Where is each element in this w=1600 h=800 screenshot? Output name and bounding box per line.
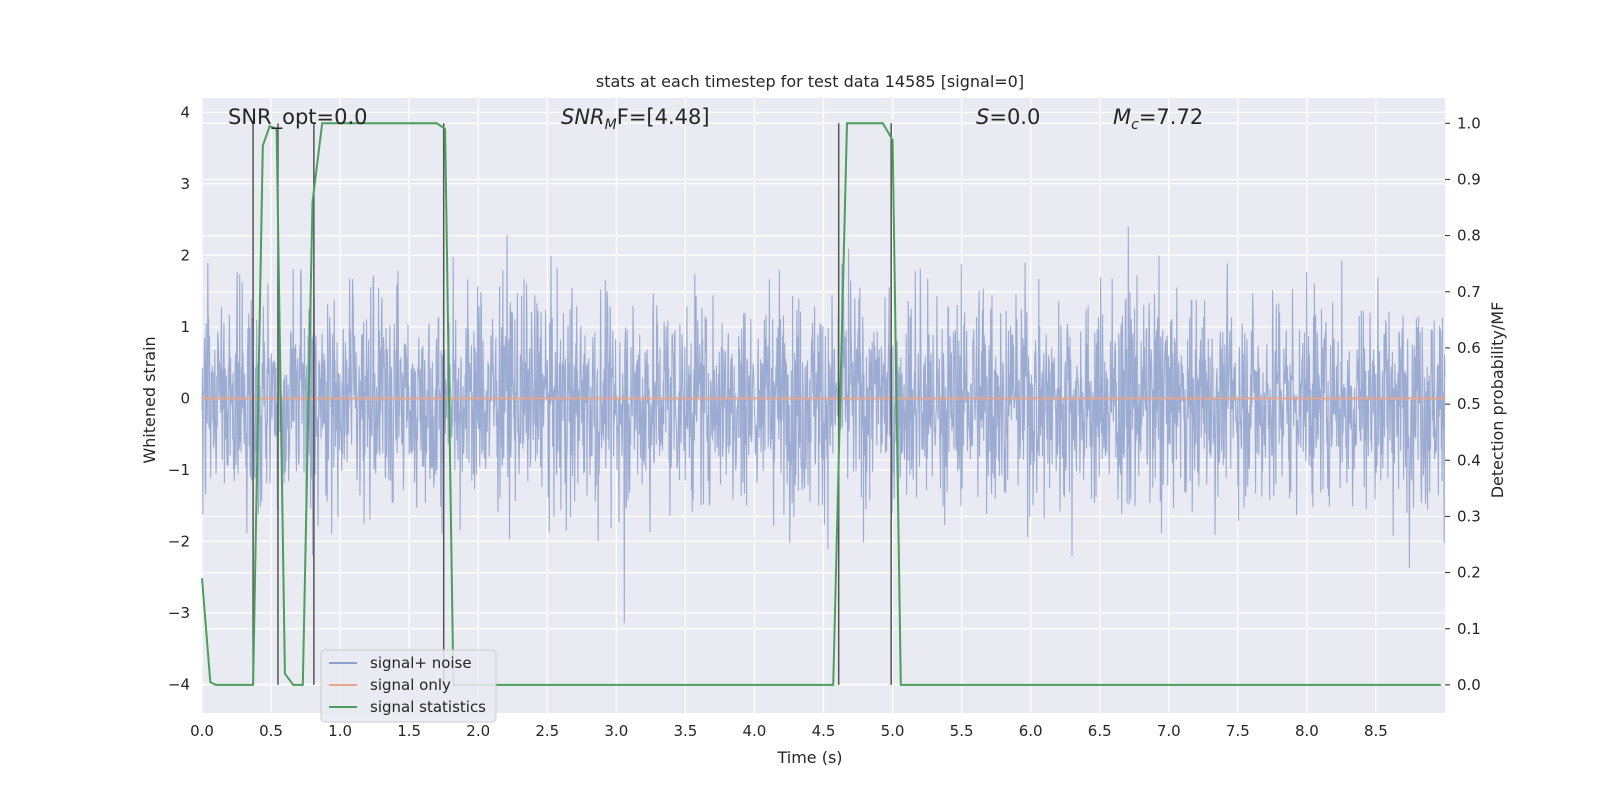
- x-tick-label: 3.0: [604, 722, 628, 740]
- y-right-tick-label: 1.0: [1457, 114, 1481, 132]
- annotation-s-rest: =0.0: [989, 105, 1040, 129]
- annotation-snr-mf: SNRMF=[4.48]: [561, 105, 710, 133]
- x-tick-label: 1.0: [328, 722, 352, 740]
- x-tick-label: 2.0: [466, 722, 490, 740]
- noise-line: [201, 226, 1446, 624]
- y-tick-label: −4: [168, 675, 190, 693]
- y-tick-label: 0: [180, 389, 190, 407]
- annotation-mc-rest: =7.72: [1139, 105, 1203, 129]
- x-tick-label: 4.5: [812, 722, 836, 740]
- legend-box: [320, 649, 497, 723]
- y-right-tick-label: 0.6: [1457, 339, 1481, 357]
- series-signal-statistics: [201, 122, 1441, 686]
- x-axis-ticks: 0.0 0.5 1.0 1.5 2.0 2.5 3.0 3.5 4.0 4.5 5.0 5.5 6.0 6…: [190, 722, 1388, 740]
- signal-statistics-line: [201, 122, 1441, 686]
- chart-title: stats at each timestep for test data 145…: [596, 72, 1024, 91]
- y-axis-ticks: −4 −3 −2 −1 0 1 2 3 4: [168, 103, 190, 693]
- vertical-markers: [252, 123, 892, 685]
- y-right-tick-label: 0.8: [1457, 227, 1481, 245]
- annotation-mc-main: M: [1113, 105, 1131, 129]
- x-tick-label: 0.0: [190, 722, 214, 740]
- annotation-snr-opt-text: SNR_opt=0.0: [228, 105, 368, 130]
- y-tick-label: 4: [180, 103, 190, 121]
- x-tick-label: 8.0: [1295, 722, 1319, 740]
- x-tick-label: 4.0: [743, 722, 767, 740]
- y-tick-label: 3: [180, 175, 190, 193]
- y-right-tick-label: 0.2: [1457, 564, 1481, 582]
- x-tick-label: 8.5: [1364, 722, 1388, 740]
- y-tick-label: −2: [168, 532, 190, 550]
- y-right-tick-label: 0.3: [1457, 507, 1481, 525]
- annotation-mc-text: Mc=7.72: [1113, 105, 1203, 133]
- x-tick-label: 5.5: [950, 722, 974, 740]
- x-tick-label: 7.5: [1226, 722, 1250, 740]
- annotation-mc-sub: c: [1131, 117, 1139, 133]
- annotation-snr-mf-main: SNR: [561, 105, 605, 129]
- y-right-tick-label: 0.0: [1457, 676, 1481, 694]
- y-right-tick-label: 0.9: [1457, 170, 1481, 188]
- y-right-tick-label: 0.4: [1457, 451, 1481, 469]
- y-right-tick-label: 0.7: [1457, 283, 1481, 301]
- y-axis-right-ticks: 0.0 0.1 0.2 0.3 0.4 0.5 0.6 0.7 0.8 0.9 1.0: [1445, 114, 1481, 694]
- x-tick-label: 1.5: [397, 722, 421, 740]
- y-axis-label: Whitened strain: [140, 336, 159, 463]
- x-tick-label: 6.5: [1088, 722, 1112, 740]
- y-right-tick-label: 0.1: [1457, 620, 1481, 638]
- y-tick-label: 1: [180, 318, 190, 336]
- legend-label-signal-only: signal only: [370, 676, 451, 694]
- annotation-s-text: S=0.0: [976, 105, 1040, 129]
- annotation-snr-mf-text: SNRMF=[4.48]: [561, 105, 710, 133]
- legend: signal+ noise signal only signal statist…: [320, 649, 497, 723]
- legend-label-signal-statistics: signal statistics: [370, 698, 486, 716]
- annotation-s: S=0.0: [976, 105, 1040, 129]
- annotation-snr-mf-sub: M: [605, 117, 617, 133]
- legend-label-signal-plus-noise: signal+ noise: [370, 654, 472, 672]
- x-tick-label: 6.0: [1019, 722, 1043, 740]
- y-tick-label: −3: [168, 604, 190, 622]
- x-tick-label: 3.5: [673, 722, 697, 740]
- annotation-s-main: S: [976, 105, 989, 129]
- series-signal-plus-noise: [201, 226, 1446, 624]
- y-tick-label: 2: [180, 246, 190, 264]
- annotation-snr-mf-rest: F=[4.48]: [617, 105, 710, 129]
- annotation-snr-opt: SNR_opt=0.0: [228, 105, 368, 130]
- x-tick-label: 7.0: [1157, 722, 1181, 740]
- x-tick-label: 0.5: [259, 722, 283, 740]
- annotation-mc: Mc=7.72: [1113, 105, 1203, 133]
- y-tick-label: −1: [168, 461, 190, 479]
- y-right-tick-label: 0.5: [1457, 395, 1481, 413]
- x-axis-label: Time (s): [776, 748, 842, 767]
- x-tick-label: 5.0: [881, 722, 905, 740]
- y-axis-right-label: Detection probability/MF: [1488, 302, 1507, 499]
- x-tick-label: 2.5: [535, 722, 559, 740]
